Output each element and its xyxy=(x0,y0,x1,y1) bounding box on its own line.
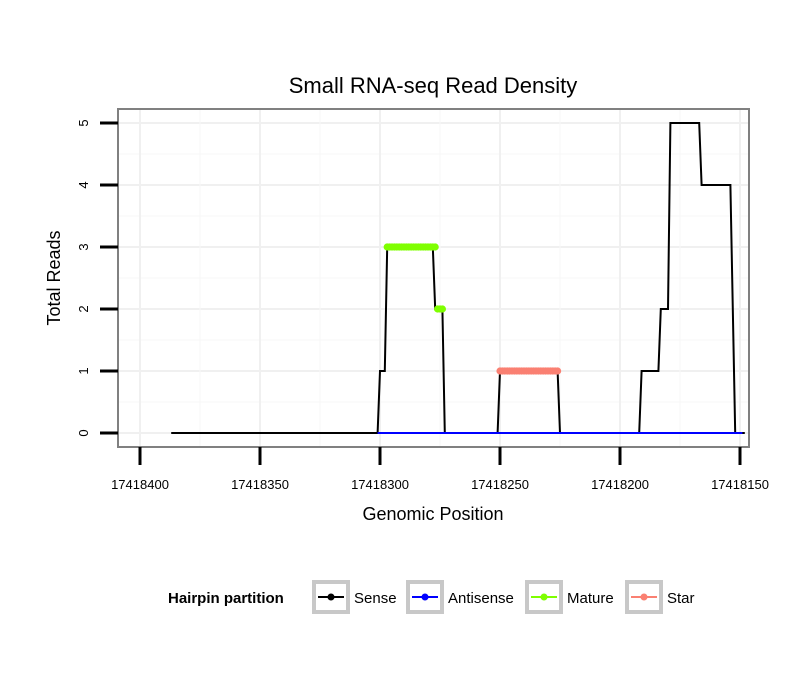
plot-border xyxy=(117,108,750,448)
series-point-mature xyxy=(431,243,439,251)
series-point-mature xyxy=(438,305,446,313)
x-tick-label: 17418250 xyxy=(471,477,529,492)
legend-key-antisense-dot xyxy=(421,593,429,601)
x-tick-label: 17418300 xyxy=(351,477,409,492)
legend-key-mature-dot xyxy=(540,593,548,601)
legend-key-star-dot xyxy=(640,593,648,601)
chart-title: Small RNA-seq Read Density xyxy=(289,73,578,98)
y-tick-label: 1 xyxy=(76,367,91,374)
series-layer xyxy=(171,122,745,434)
x-axis: 17418400 17418350 17418300 17418250 17418200… xyxy=(111,447,769,492)
x-tick-label: 17418350 xyxy=(231,477,289,492)
legend-label-mature: Mature xyxy=(567,590,614,607)
y-tick-label: 2 xyxy=(76,305,91,312)
legend-key-sense-dot xyxy=(327,593,335,601)
y-axis-label: Total Reads xyxy=(44,230,64,325)
y-tick-label: 0 xyxy=(76,429,91,436)
legend: Hairpin partition Sense Antisense Mature… xyxy=(168,580,695,614)
grid xyxy=(118,109,749,447)
x-tick-label: 17418200 xyxy=(591,477,649,492)
x-tick-label: 17418400 xyxy=(111,477,169,492)
y-tick-label: 5 xyxy=(76,119,91,126)
legend-label-antisense: Antisense xyxy=(448,590,514,607)
legend-label-star: Star xyxy=(667,590,695,607)
y-axis: 0 1 2 3 4 5 xyxy=(76,119,118,437)
y-tick-label: 4 xyxy=(76,181,91,188)
legend-title: Hairpin partition xyxy=(168,590,284,607)
y-tick-label: 3 xyxy=(76,243,91,250)
series-point-star xyxy=(554,367,562,375)
legend-label-sense: Sense xyxy=(354,590,397,607)
x-tick-label: 17418150 xyxy=(711,477,769,492)
x-axis-label: Genomic Position xyxy=(362,504,503,524)
